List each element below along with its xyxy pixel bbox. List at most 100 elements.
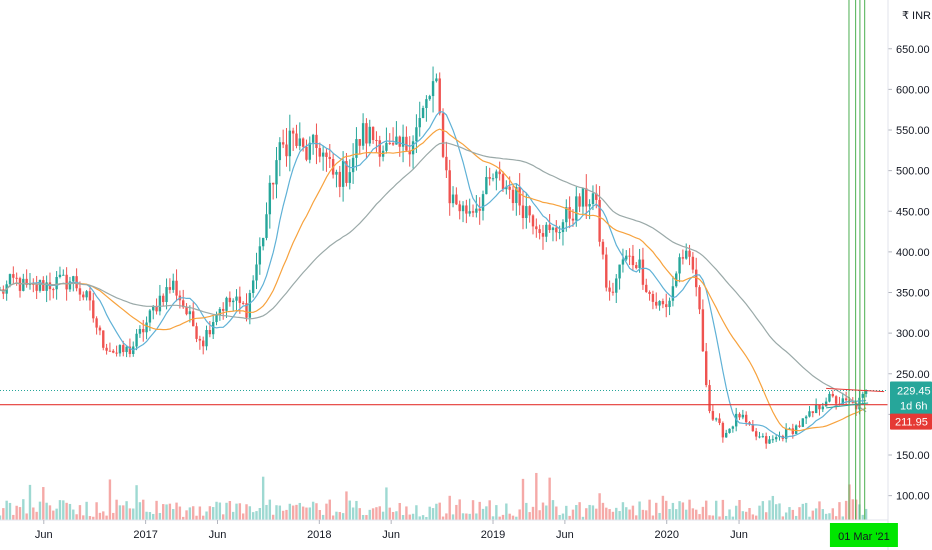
volume-bar	[511, 515, 515, 520]
candle-body	[165, 287, 168, 303]
volume-bar	[481, 508, 485, 520]
countdown-text: 1d 6h	[900, 400, 928, 412]
candle-body	[465, 205, 468, 214]
candle-body	[768, 439, 771, 444]
volume-bar	[85, 501, 88, 520]
candle-body	[565, 207, 568, 223]
price-axis[interactable]: 100.00150.00200.00250.00300.00350.00400.…	[887, 0, 932, 550]
moving-average-line	[0, 111, 867, 439]
candle-body	[338, 171, 341, 187]
volume-bar	[761, 501, 765, 520]
volume-bar	[541, 502, 545, 520]
candle-body	[25, 278, 28, 285]
candle-body	[708, 385, 711, 412]
time-tick-label: 2018	[307, 529, 331, 541]
candle-body	[35, 284, 38, 291]
candle-body	[668, 300, 671, 308]
volume-bar	[168, 503, 172, 520]
volume-bar	[355, 500, 358, 520]
candle-body	[311, 134, 315, 143]
volume-bar	[205, 511, 208, 520]
volume-bar	[461, 513, 465, 520]
candle-body	[645, 284, 648, 292]
candle-body	[705, 351, 708, 386]
volume-bar	[421, 515, 425, 520]
candle-body	[804, 416, 808, 419]
volume-bar	[551, 500, 555, 520]
time-axis[interactable]: Jun 2017 Jun 2018 Jun 2019 Jun 2020 Jun 01 Mar '2…	[0, 519, 898, 547]
volume-bar	[298, 502, 302, 520]
candle-body	[42, 280, 45, 291]
currency-label: ₹ INR	[902, 10, 931, 22]
candle-body	[358, 139, 361, 146]
candle-body	[764, 436, 768, 444]
volume-bar	[621, 502, 625, 520]
candle-body	[52, 289, 55, 291]
volume-bar	[661, 495, 665, 520]
candle-body	[635, 265, 638, 269]
volume-bar	[465, 513, 468, 520]
volume-bar	[285, 509, 288, 520]
candle-body	[638, 259, 641, 269]
volume-bar	[268, 499, 272, 520]
candle-body	[58, 274, 62, 277]
candle-body	[202, 340, 205, 347]
volume-bar	[341, 513, 345, 520]
volume-bar	[558, 515, 561, 520]
last-price-text: 229.45	[897, 385, 931, 397]
volume-bar	[241, 513, 245, 520]
volume-bar	[678, 501, 681, 520]
volume-bar	[658, 512, 661, 520]
volume-bar	[55, 508, 58, 520]
candle-body	[774, 437, 778, 440]
candle-body	[518, 187, 521, 206]
candle-body	[611, 291, 615, 293]
candle-body	[545, 224, 548, 237]
candle-body	[271, 182, 275, 185]
candle-body	[535, 226, 538, 230]
candle-body	[784, 428, 788, 439]
candle-body	[318, 148, 321, 157]
volume-bar	[764, 512, 768, 520]
candle-body	[28, 283, 32, 285]
volume-bar	[818, 501, 821, 520]
volume-bar	[618, 511, 621, 520]
candle-body	[205, 330, 208, 347]
candle-body	[455, 194, 458, 205]
time-tick-label: Jun	[35, 529, 53, 541]
candle-body	[275, 160, 278, 185]
volume-bar	[52, 510, 55, 520]
candle-body	[245, 303, 248, 318]
volume-bar	[32, 507, 35, 520]
candle-body	[211, 322, 215, 335]
volume-bar	[841, 516, 844, 520]
volume-bar	[152, 513, 155, 520]
candle-body	[481, 194, 485, 211]
candle-body	[671, 286, 675, 301]
candle-body	[515, 187, 518, 204]
volume-bar	[801, 503, 805, 520]
candle-body	[568, 207, 571, 219]
volume-bar	[358, 508, 361, 520]
candle-body	[228, 297, 232, 303]
volume-bar	[531, 506, 535, 520]
volume-bar	[405, 506, 408, 520]
volume-bar	[545, 505, 548, 520]
candle-body	[468, 211, 471, 214]
candle-body	[818, 404, 821, 410]
candle-body	[641, 259, 645, 285]
candle-body	[62, 274, 65, 276]
candle-body	[118, 345, 122, 354]
candle-body	[628, 255, 631, 257]
price-tick-label: 250.00	[896, 369, 930, 381]
volume-bar	[385, 487, 388, 520]
candle-body	[328, 156, 331, 159]
volume-bar	[601, 502, 605, 520]
candle-body	[665, 304, 668, 308]
volume-bar	[368, 509, 371, 520]
chart-overlays	[0, 0, 888, 520]
candle-body	[615, 278, 618, 293]
candle-body	[251, 280, 255, 294]
volume-bar	[641, 509, 645, 520]
